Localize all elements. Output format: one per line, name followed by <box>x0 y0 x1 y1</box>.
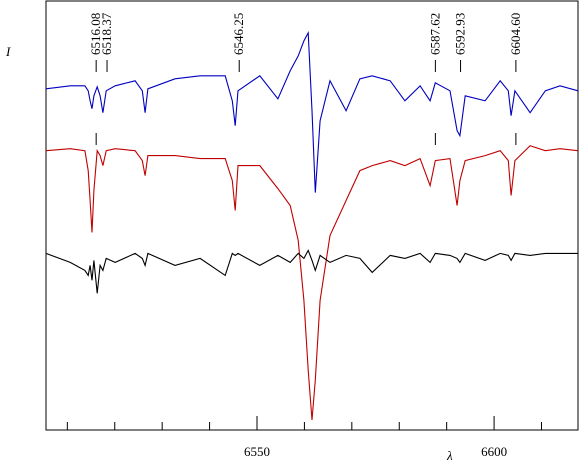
line-id-label: 6604.60 <box>508 13 523 55</box>
y-axis-label: I <box>5 44 11 59</box>
spectrum-line <box>45 249 578 294</box>
line-id-label: 6518.37 <box>99 12 114 55</box>
x-tick-label: 6550 <box>244 444 270 459</box>
x-tick-label: 6600 <box>481 444 507 459</box>
x-axis-label: λ <box>446 448 453 462</box>
line-id-label: 6587.62 <box>427 13 442 55</box>
line-id-label: 6546.25 <box>231 13 246 55</box>
spectrum-line <box>45 30 579 193</box>
line-id-label: 6516.08 <box>88 13 103 55</box>
plot-frame <box>45 0 579 431</box>
spectrum-line <box>45 145 579 421</box>
line-id-label: 6592.93 <box>453 13 468 55</box>
